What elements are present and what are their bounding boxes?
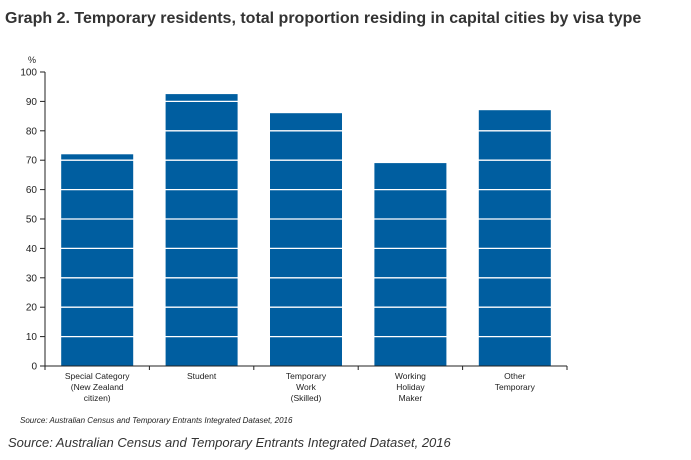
gridlines [45, 71, 567, 338]
bar-0 [61, 154, 134, 366]
y-tick-label-60: 60 [26, 185, 38, 196]
chart-source-note: Source: Australian Census and Temporary … [20, 416, 293, 425]
y-tick-label-40: 40 [26, 244, 38, 255]
page-source-caption: Source: Australian Census and Temporary … [8, 435, 451, 450]
y-tick-label-90: 90 [26, 97, 38, 108]
y-tick-label-80: 80 [26, 126, 38, 137]
category-label-3: Working Holiday Maker [395, 371, 426, 403]
y-tick-label-100: 100 [20, 68, 37, 79]
labels: Special Category (New Zealand citizen) Stud… [20, 55, 535, 403]
category-label-0: Special Category (New Zealand citizen) [65, 371, 130, 403]
y-axis-unit-label: % [28, 55, 36, 65]
y-tick-label-50: 50 [26, 215, 38, 226]
bar-2 [270, 113, 342, 366]
y-tick-label-30: 30 [26, 273, 38, 284]
bar-1 [165, 94, 238, 366]
y-tick-label-70: 70 [26, 156, 38, 167]
axes [40, 71, 568, 370]
bar-4 [478, 110, 551, 366]
y-tick-label-10: 10 [26, 332, 38, 343]
chart-title: Graph 2. Temporary residents, total prop… [5, 10, 642, 27]
category-label-2: Temporary Work (Skilled) [286, 371, 327, 403]
category-label-1: Student [187, 371, 217, 381]
y-tick-label-0: 0 [31, 362, 37, 373]
bars-layer [61, 94, 551, 366]
bar-3 [374, 163, 447, 366]
category-label-4: Other Temporary [495, 371, 536, 392]
y-tick-label-20: 20 [26, 303, 38, 314]
